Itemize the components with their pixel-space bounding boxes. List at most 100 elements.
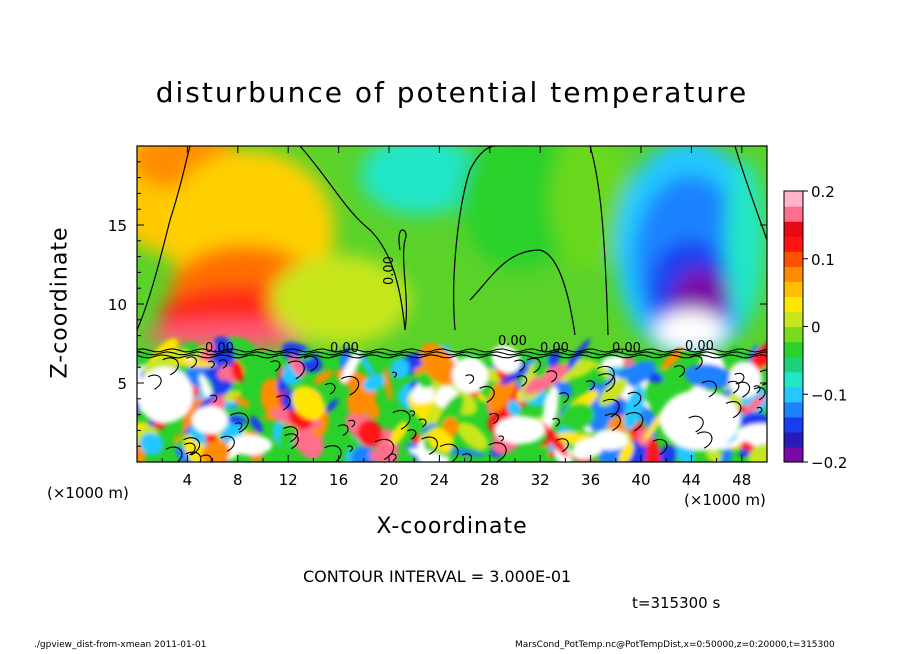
contour-squiggle (218, 359, 228, 369)
contour-squiggle (220, 435, 235, 452)
contour-line (589, 146, 609, 336)
contour-label: 0.00 (540, 341, 569, 356)
colorbar-swatch (784, 386, 803, 403)
colorbar-swatch (784, 401, 803, 418)
contour-squiggle (696, 431, 713, 449)
turbulence-patch (233, 396, 250, 407)
contour-squiggle (147, 374, 162, 390)
contour-squiggle (556, 438, 569, 453)
turbulence-patch (289, 355, 305, 377)
contour-squiggle (559, 392, 569, 404)
white-patch (592, 430, 628, 450)
turbulence-patch (351, 445, 376, 462)
contour-squiggle (324, 382, 336, 395)
contour-squiggle (727, 380, 740, 394)
colorbar-swatch (784, 266, 803, 282)
contour-squiggle (392, 410, 411, 430)
x-axis-label: X-coordinate (376, 514, 528, 539)
contour-line (734, 146, 767, 241)
contour-squiggle (756, 406, 763, 414)
field-patch (270, 255, 410, 345)
colorbar-swatch (784, 341, 803, 358)
turbulence-patch (542, 386, 559, 433)
field-patch (550, 146, 630, 270)
contour-squiggle (348, 419, 356, 428)
turbulence-patch (428, 427, 450, 450)
colorbar-swatch (784, 371, 803, 388)
contour-label: 0.00 (205, 341, 234, 356)
contour-squiggle (230, 412, 249, 433)
colorbar-swatch (784, 296, 803, 313)
field-patch (460, 146, 580, 270)
contour-squiggle (596, 366, 615, 386)
contour-squiggle (674, 365, 686, 378)
colorbar-tick-label: 0.1 (811, 251, 835, 269)
contour-interval-text: CONTOUR INTERVAL = 3.000E-01 (303, 567, 572, 586)
turbulence-patch (217, 365, 232, 381)
colorbar-swatch (784, 281, 803, 297)
turbulence-patch (363, 373, 385, 392)
turbulence-patch (720, 446, 733, 462)
turbulence-patch (142, 349, 189, 376)
contour-band-line (137, 354, 767, 359)
contour-squiggle (546, 370, 558, 383)
contour-squiggle (389, 453, 397, 462)
turbulence-patch (369, 448, 389, 462)
white-patch (228, 435, 272, 455)
x-tick-label: 24 (430, 471, 449, 489)
turbulence-patch (541, 422, 569, 457)
turbulence-patch (524, 364, 569, 395)
contour-squiggle (421, 436, 438, 455)
contour-squiggle (200, 454, 212, 462)
white-patch (495, 416, 545, 444)
turbulence-patch (500, 367, 529, 385)
contour-squiggle (488, 442, 507, 462)
contour-squiggle (762, 383, 767, 386)
x-unit-label-left: (×1000 m) (47, 484, 129, 502)
turbulence-patch (656, 444, 677, 462)
contour-squiggle (735, 381, 751, 398)
colorbar-swatch (784, 431, 803, 448)
contour-squiggle (374, 439, 395, 460)
x-tick-label: 28 (480, 471, 499, 489)
colorbar-tick-label: −0.2 (811, 454, 847, 472)
turbulence-patch (601, 355, 627, 370)
x-tick-label: 20 (379, 471, 398, 489)
contour-squiggle (688, 415, 704, 433)
contour-line (398, 229, 408, 331)
white-patch (137, 367, 193, 423)
x-tick-label: 48 (732, 471, 751, 489)
x-tick-label: 32 (531, 471, 550, 489)
contour-squiggle (552, 418, 560, 427)
contour-squiggle (585, 380, 595, 391)
footer-right: MarsCond_PotTemp.nc@PotTempDist,x=0:5000… (515, 640, 835, 650)
turbulence-patch (618, 441, 634, 462)
field-patch (655, 310, 725, 350)
y-tick-label: 10 (108, 296, 127, 314)
contour-line (137, 146, 191, 331)
x-tick-label: 16 (329, 471, 348, 489)
field-smooth (137, 146, 765, 360)
contour-squiggle (303, 356, 319, 372)
heatmap-field: 0.00 0.00 0.00 0.00 0.00 0.00 0.00 (137, 146, 767, 462)
contour-squiggle (207, 360, 215, 369)
contour-squiggle (270, 360, 281, 372)
x-unit-label-right: (×1000 m) (684, 491, 766, 509)
contour-squiggle (604, 413, 621, 432)
turbulence-patch (390, 358, 410, 379)
contour-label: 0.00 (330, 341, 359, 356)
white-patch (660, 390, 740, 450)
contour-squiggle (625, 412, 644, 432)
turbulence-patch (325, 398, 339, 413)
white-patch (729, 362, 761, 398)
contour-squiggle (276, 395, 291, 411)
contour-squiggle (235, 422, 243, 431)
turbulence-patch (171, 359, 217, 368)
time-stamp: t=315300 s (632, 594, 721, 612)
turbulence-patch (366, 400, 380, 420)
contour-squiggle (759, 369, 767, 373)
contour-squiggle (465, 374, 475, 385)
contour-line (299, 146, 406, 331)
turbulence-patch (313, 370, 333, 385)
